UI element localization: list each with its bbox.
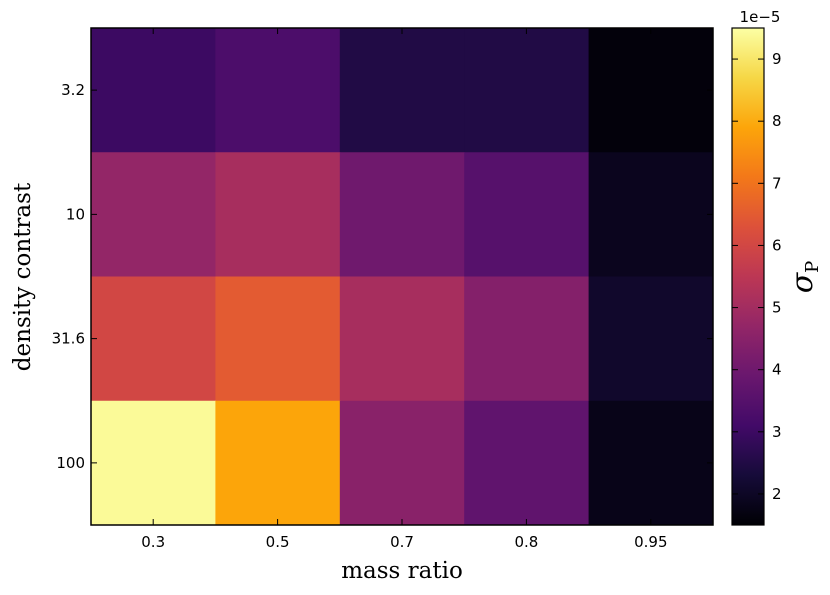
colorbar-tick-label: 8	[772, 112, 782, 130]
heatmap-cell	[339, 28, 465, 153]
heatmap-cell	[464, 152, 590, 277]
heatmap-cell	[215, 28, 341, 153]
heatmap-cell	[464, 28, 590, 153]
heatmap-cell	[339, 152, 465, 277]
y-tick-label: 10	[66, 205, 85, 223]
colorbar-tick-label: 5	[772, 299, 782, 317]
x-tick-label: 0.7	[390, 533, 414, 551]
x-axis-ticks: 0.3 0.5 0.7 0.8 0.95	[141, 28, 668, 551]
colorbar-label: σP	[785, 261, 823, 294]
colorbar-tick-label: 2	[772, 485, 782, 503]
heatmap-cells	[91, 28, 714, 526]
heatmap-cell	[215, 276, 341, 402]
heatmap-cell	[339, 400, 465, 526]
y-tick-label: 3.2	[61, 81, 85, 99]
heatmap-cell	[339, 276, 465, 402]
colorbar	[731, 27, 765, 526]
heatmap-cell	[464, 276, 590, 402]
heatmap-cell	[464, 400, 590, 526]
colorbar-tick-label: 6	[772, 236, 782, 254]
x-tick-label: 0.95	[634, 533, 667, 551]
heatmap-cell	[215, 152, 341, 277]
colorbar-label-symbol: σ	[785, 271, 820, 293]
colorbar-tick-label: 9	[772, 50, 782, 68]
x-tick-label: 0.3	[141, 533, 165, 551]
y-axis-label: density contrast	[10, 182, 36, 371]
heatmap-cell	[91, 276, 216, 402]
y-tick-label: 31.6	[52, 330, 85, 348]
heatmap-cell	[91, 28, 216, 153]
x-tick-label: 0.8	[514, 533, 538, 551]
colorbar-label-subscript: P	[802, 261, 823, 273]
x-axis-label: mass ratio	[341, 558, 463, 584]
heatmap-cell	[91, 152, 216, 277]
colorbar-tick-label: 7	[772, 174, 782, 192]
heatmap-cell	[588, 400, 714, 526]
svg-text:σP: σP	[785, 261, 823, 294]
y-tick-label: 100	[56, 454, 85, 472]
heatmap-cell	[588, 276, 714, 402]
heatmap-cell	[588, 152, 714, 277]
heatmap-cell	[91, 400, 216, 526]
colorbar-ticks: 2 3 4 5 6 7 8 9	[732, 50, 782, 503]
y-axis-ticks: 3.2 10 31.6 100	[52, 81, 713, 472]
colorbar-tick-label: 4	[772, 361, 782, 379]
colorbar-offset: 1e−5	[740, 8, 781, 26]
heatmap-cell	[588, 28, 714, 153]
colorbar-tick-label: 3	[772, 423, 782, 441]
heatmap-cell	[215, 400, 341, 526]
x-tick-label: 0.5	[266, 533, 290, 551]
